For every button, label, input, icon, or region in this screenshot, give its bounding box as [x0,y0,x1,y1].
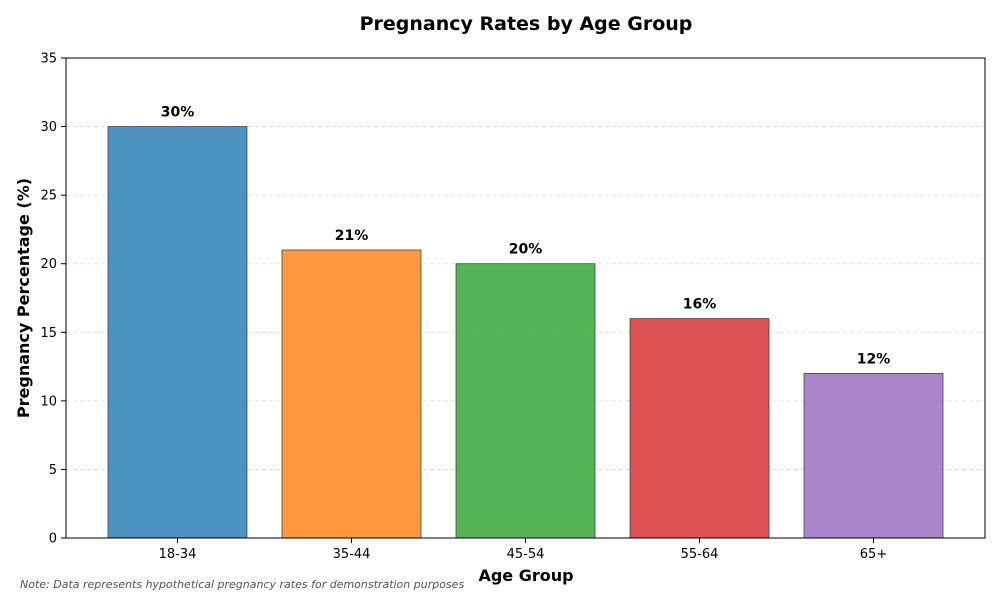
y-tick-label: 5 [49,463,57,478]
y-tick-label: 20 [40,257,57,272]
bar-18-34 [107,126,248,539]
bar-value-labels: 30% 21% 20% 16% 12% [161,105,891,368]
y-tick-label: 0 [49,532,57,547]
bar-35-44 [281,249,422,539]
x-axis-label: Age Group [478,566,573,585]
bars [107,126,944,539]
bar-65+ [803,373,944,539]
bar-value-label: 20% [509,242,543,258]
x-tick-label: 65+ [860,547,887,562]
y-tick-label: 25 [40,189,57,204]
bar-value-label: 12% [857,351,891,367]
bar-value-label: 30% [161,105,195,121]
bar-55-64 [629,318,770,539]
bar-value-label: 21% [335,228,369,244]
y-tick-label: 10 [40,394,57,409]
chart-title: Pregnancy Rates by Age Group [360,13,693,35]
bar-value-label: 16% [683,297,717,313]
bar-45-54 [455,263,596,539]
x-tick-label: 45-54 [507,547,545,562]
y-axis-label: Pregnancy Percentage (%) [14,178,33,418]
y-tick-label: 15 [40,326,57,341]
x-axis-ticks: 18-34 35-44 45-54 55-64 65+ [159,538,887,562]
x-tick-label: 18-34 [159,547,197,562]
x-tick-label: 55-64 [681,547,719,562]
x-tick-label: 35-44 [333,547,371,562]
y-tick-label: 30 [40,120,57,135]
y-axis-ticks: 0 5 10 15 20 25 30 35 [40,52,66,547]
footnote: Note: Data represents hypothetical pregn… [20,578,464,591]
y-tick-label: 35 [40,52,57,67]
